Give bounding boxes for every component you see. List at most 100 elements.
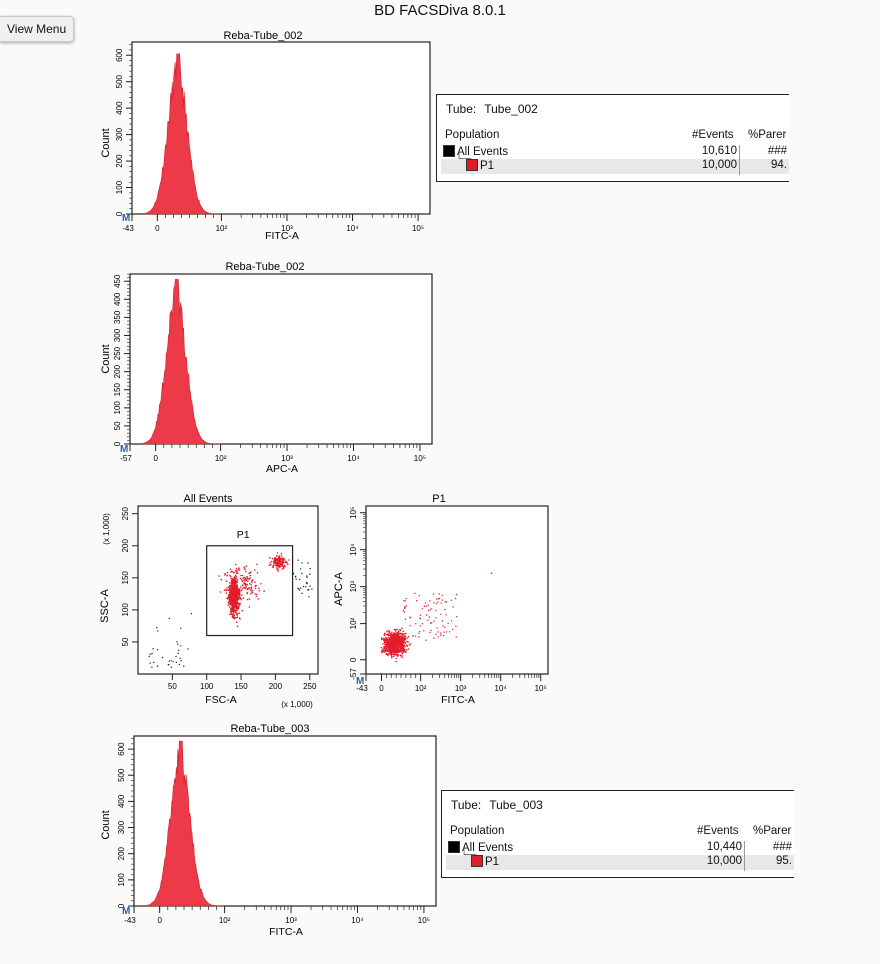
- event-dot: [380, 646, 383, 649]
- event-dot: [444, 608, 446, 611]
- event-dot: [395, 650, 397, 652]
- event-dot: [405, 632, 407, 635]
- event-dot: [397, 631, 400, 633]
- x-tick-label: 10⁴: [347, 454, 360, 463]
- event-dot: [409, 625, 411, 627]
- event-dot: [235, 606, 238, 608]
- x-tick-label: 10³: [281, 454, 293, 463]
- event-dot: [443, 631, 445, 633]
- y-tick-label: 300: [113, 328, 122, 342]
- event-dot: [277, 562, 279, 564]
- p1-swatch-icon: [466, 159, 478, 171]
- tube-label: Tube:: [451, 798, 482, 812]
- stats-header: Population #Events %Parer: [445, 129, 789, 143]
- event-dot: [387, 634, 390, 637]
- event-dot: [437, 631, 439, 633]
- stats-row-p1[interactable]: └─ P1 10,000 94.: [441, 153, 789, 174]
- x-tick-label: -43: [124, 916, 136, 925]
- stats-row-all-events[interactable]: All Events 10,610 ###: [441, 145, 789, 160]
- event-dot: [231, 585, 233, 588]
- event-dot: [397, 638, 399, 641]
- event-dot: [242, 597, 245, 599]
- event-dot: [232, 593, 235, 596]
- y-tick-label: 10²: [349, 617, 358, 629]
- tube-line: Tube: Tube_003: [451, 798, 551, 812]
- y-tick-label: 500: [117, 768, 126, 782]
- event-dot: [230, 583, 232, 585]
- all-events-swatch-icon: [448, 841, 460, 853]
- event-dot: [403, 600, 405, 602]
- event-dot: [149, 662, 151, 664]
- event-dot: [229, 568, 232, 570]
- event-dot: [419, 614, 422, 616]
- event-dot: [180, 627, 182, 629]
- event-dot: [234, 611, 237, 613]
- event-dot: [237, 572, 239, 575]
- y-tick-label: 400: [115, 101, 124, 115]
- event-dot: [429, 631, 431, 634]
- event-dot: [276, 568, 278, 571]
- view-menu-button[interactable]: View Menu: [0, 16, 75, 42]
- event-dot: [300, 587, 302, 589]
- event-dot: [424, 602, 427, 604]
- event-dot: [238, 605, 240, 607]
- event-dot: [281, 565, 284, 568]
- event-dot: [403, 639, 405, 642]
- event-dot: [387, 646, 389, 649]
- event-dot: [394, 651, 396, 654]
- stats-row-p1[interactable]: └─ P1 10,000 95.: [446, 849, 794, 870]
- event-dot: [418, 632, 420, 634]
- event-dot: [240, 598, 242, 601]
- event-dot: [427, 604, 429, 606]
- event-dot: [180, 660, 182, 662]
- event-dot: [246, 588, 249, 591]
- plot-area: 0 100 200 300 400 500 600 -43 0 10² 10³ 10⁴ 10⁵: [117, 735, 437, 925]
- event-dot: [277, 568, 280, 570]
- y-tick-label: 300: [117, 820, 126, 834]
- event-dot: [239, 577, 242, 580]
- y-tick-label: 350: [113, 310, 122, 324]
- event-dot: [397, 634, 400, 636]
- event-dot: [228, 589, 230, 591]
- parent-percent: 95.: [776, 855, 792, 867]
- x-axis-label: FITC-A: [269, 926, 303, 938]
- event-dot: [428, 616, 431, 618]
- event-dot: [401, 644, 403, 646]
- event-dot: [236, 579, 239, 581]
- event-dot: [284, 561, 286, 564]
- gate-p1-rectangle[interactable]: [206, 545, 294, 637]
- event-dot: [254, 581, 256, 583]
- event-dot: [450, 620, 453, 622]
- tube-value: Tube_002: [484, 102, 538, 116]
- event-dot: [387, 639, 390, 641]
- event-dot: [230, 597, 232, 600]
- event-dot: [236, 601, 239, 603]
- event-dot: [283, 558, 285, 561]
- event-dot: [455, 625, 457, 628]
- event-dot: [251, 581, 253, 583]
- event-dot: [236, 609, 238, 612]
- event-dot: [441, 620, 444, 622]
- event-dot: [231, 579, 233, 582]
- event-dot: [408, 644, 411, 646]
- event-dot: [250, 584, 252, 586]
- event-dot: [389, 634, 391, 637]
- event-dot: [432, 593, 435, 595]
- event-dot: [281, 557, 284, 559]
- event-dot: [233, 582, 236, 584]
- event-dot: [382, 650, 384, 653]
- stats-row-all-events[interactable]: All Events 10,440 ###: [446, 841, 794, 856]
- event-dot: [456, 616, 458, 618]
- event-dot: [237, 594, 239, 596]
- event-dot: [276, 567, 278, 569]
- event-dot: [156, 649, 159, 651]
- event-dot: [401, 656, 403, 659]
- event-dot: [387, 654, 389, 657]
- marker-m-label: M: [122, 906, 130, 917]
- event-dot: [395, 641, 397, 644]
- event-dot: [230, 575, 232, 578]
- event-dot: [427, 619, 429, 621]
- event-dot: [388, 630, 391, 633]
- event-dot: [235, 608, 237, 610]
- event-dot: [309, 585, 311, 587]
